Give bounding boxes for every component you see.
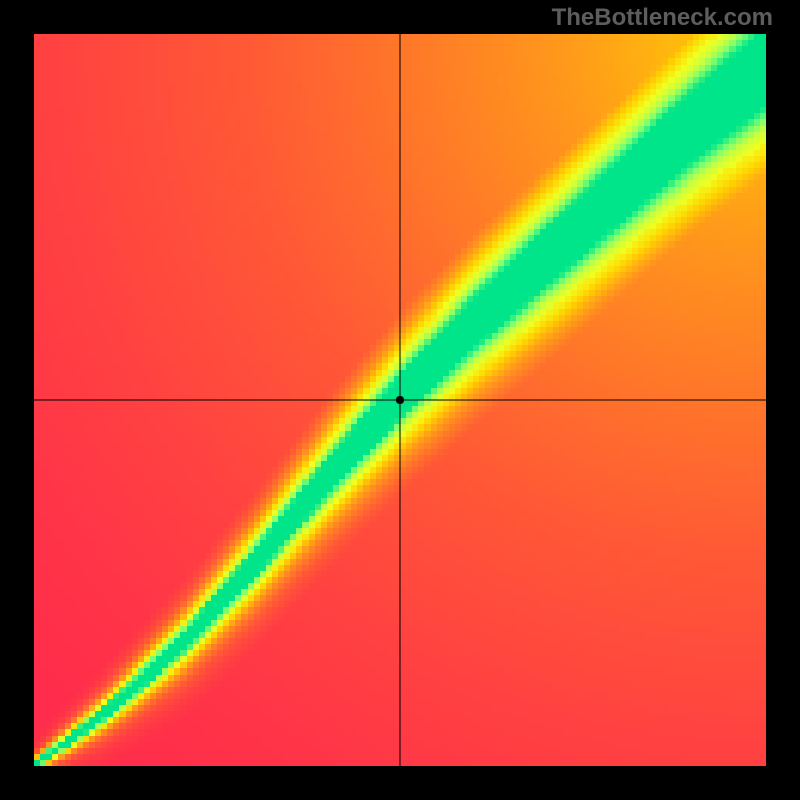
watermark-text: TheBottleneck.com	[552, 4, 773, 32]
chart-container: TheBottleneck.com	[0, 0, 800, 800]
bottleneck-heatmap	[0, 0, 800, 800]
